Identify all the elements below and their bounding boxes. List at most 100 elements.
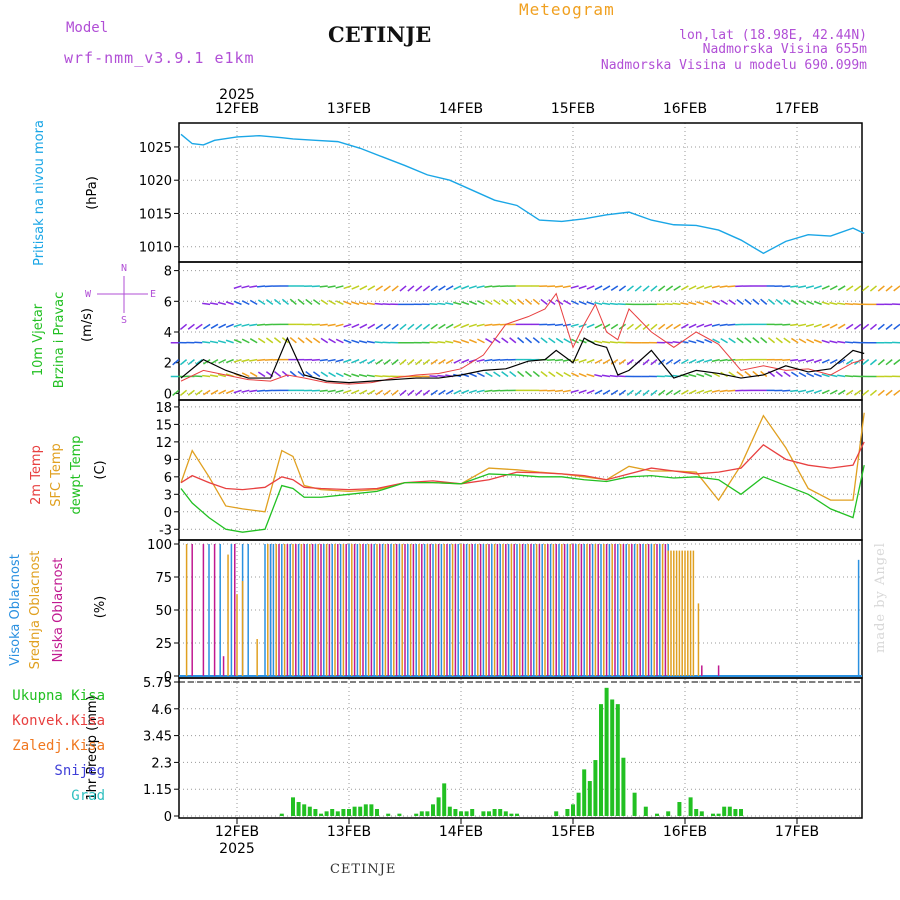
wind-arrow <box>305 298 313 305</box>
wind-arrow <box>188 286 194 291</box>
wind-arrow <box>501 371 509 378</box>
wind-arrow <box>319 389 328 393</box>
wind-arrow <box>719 358 728 362</box>
wind-arrow <box>837 302 846 306</box>
wind-arrow <box>241 285 250 289</box>
wind-arrow <box>194 341 203 344</box>
wind-arrow <box>783 337 791 344</box>
panel-frame <box>178 677 863 819</box>
wind-arrow <box>209 374 219 378</box>
wind-arrow <box>366 374 375 378</box>
wind-arrow <box>736 298 744 305</box>
wind-arrow <box>782 323 791 326</box>
wind-arrow <box>805 389 814 394</box>
wind-arrow <box>453 358 462 364</box>
precip-bar <box>358 806 363 816</box>
wind-arrow <box>311 358 320 361</box>
wind-arrow <box>829 285 838 291</box>
wind-dir-e: E <box>150 289 156 300</box>
wind-arrow <box>672 340 681 344</box>
wind-arrow <box>673 358 681 365</box>
cloud-unit: (%) <box>93 596 108 619</box>
wind-arrow <box>806 300 815 306</box>
footer-location: CETINJE <box>330 862 397 877</box>
wind-arrow <box>485 371 493 378</box>
wind-arrow <box>407 285 415 292</box>
wind-arrow <box>744 298 752 305</box>
wind-arrow <box>179 323 188 330</box>
wind-arrow <box>548 299 556 305</box>
wind-arrow <box>562 323 571 327</box>
wind-arrow <box>256 358 266 362</box>
wind-arrow <box>422 359 431 366</box>
wind-arrow <box>233 358 242 363</box>
wind-arrow <box>492 323 501 326</box>
precip-bar <box>324 811 329 816</box>
wind-unit: (m/s) <box>80 308 95 342</box>
wind-arrow <box>634 323 642 331</box>
wind-arrow <box>477 300 485 306</box>
wind-arrow <box>203 389 211 396</box>
wind-arrow <box>225 358 234 364</box>
wind-arrow <box>492 358 501 362</box>
wind-arrow <box>893 359 900 366</box>
pressure-line <box>180 133 865 255</box>
wind-arrow <box>484 285 493 289</box>
wind-arrow <box>225 323 234 328</box>
panel-frame <box>178 261 863 401</box>
wind-arrow <box>257 299 266 305</box>
wind-arrow <box>437 302 446 306</box>
wind-arrow <box>712 372 721 378</box>
wind-arrow <box>570 389 579 394</box>
sfc-temp-line <box>180 412 865 513</box>
wind-arrow <box>445 340 454 344</box>
wind-arrow <box>821 323 830 329</box>
wind-arrow <box>249 299 258 306</box>
wind-arrow <box>696 323 705 328</box>
wind-arrow <box>196 286 202 291</box>
wind-arrow <box>319 323 328 327</box>
precip-bar <box>419 811 424 816</box>
precip-bar <box>436 797 441 816</box>
wind-arrow <box>829 340 838 344</box>
precip-bar <box>599 704 603 816</box>
precip-bar <box>498 809 503 816</box>
wind-arrow <box>790 299 799 306</box>
wind-arrow <box>728 299 736 305</box>
wind-arrow <box>241 338 250 344</box>
wind-arrow <box>430 323 438 330</box>
precip-bar <box>425 811 430 816</box>
wind-arrow <box>727 285 736 288</box>
y-tick-label: -3 <box>159 523 172 538</box>
wind-arrow <box>813 285 822 290</box>
wind-arrow <box>752 298 760 305</box>
wind-arrow <box>704 389 713 394</box>
wind-arrow <box>359 285 368 291</box>
wind-arrow <box>806 372 815 378</box>
wind-arrow <box>688 285 697 291</box>
wind-arrow <box>218 323 227 329</box>
wind-arrow <box>783 371 791 378</box>
wind-arrow <box>885 389 893 396</box>
wind-arrow <box>422 323 431 330</box>
wind-arrow <box>249 285 258 289</box>
wind-arrow <box>893 389 900 396</box>
y-tick-label: 0 <box>164 810 172 825</box>
wind-arrow <box>877 323 885 331</box>
wind-arrow <box>233 339 242 344</box>
wind-arrow <box>422 389 431 396</box>
wind-arrow <box>555 337 564 344</box>
wind-arrow <box>327 323 336 327</box>
wind-arrow <box>367 323 376 330</box>
wind-arrow <box>711 285 720 289</box>
wind-arrow <box>554 389 564 393</box>
wind-arrow <box>885 323 893 330</box>
wind-arrow <box>555 371 564 378</box>
wind-arrow <box>265 299 274 305</box>
wind-arrow <box>673 323 681 330</box>
wind-arrow <box>869 323 877 331</box>
wind-arrow <box>688 301 697 306</box>
wind-arrow <box>665 323 674 330</box>
wind-arrow <box>837 285 846 291</box>
wind-arrow <box>305 370 313 378</box>
